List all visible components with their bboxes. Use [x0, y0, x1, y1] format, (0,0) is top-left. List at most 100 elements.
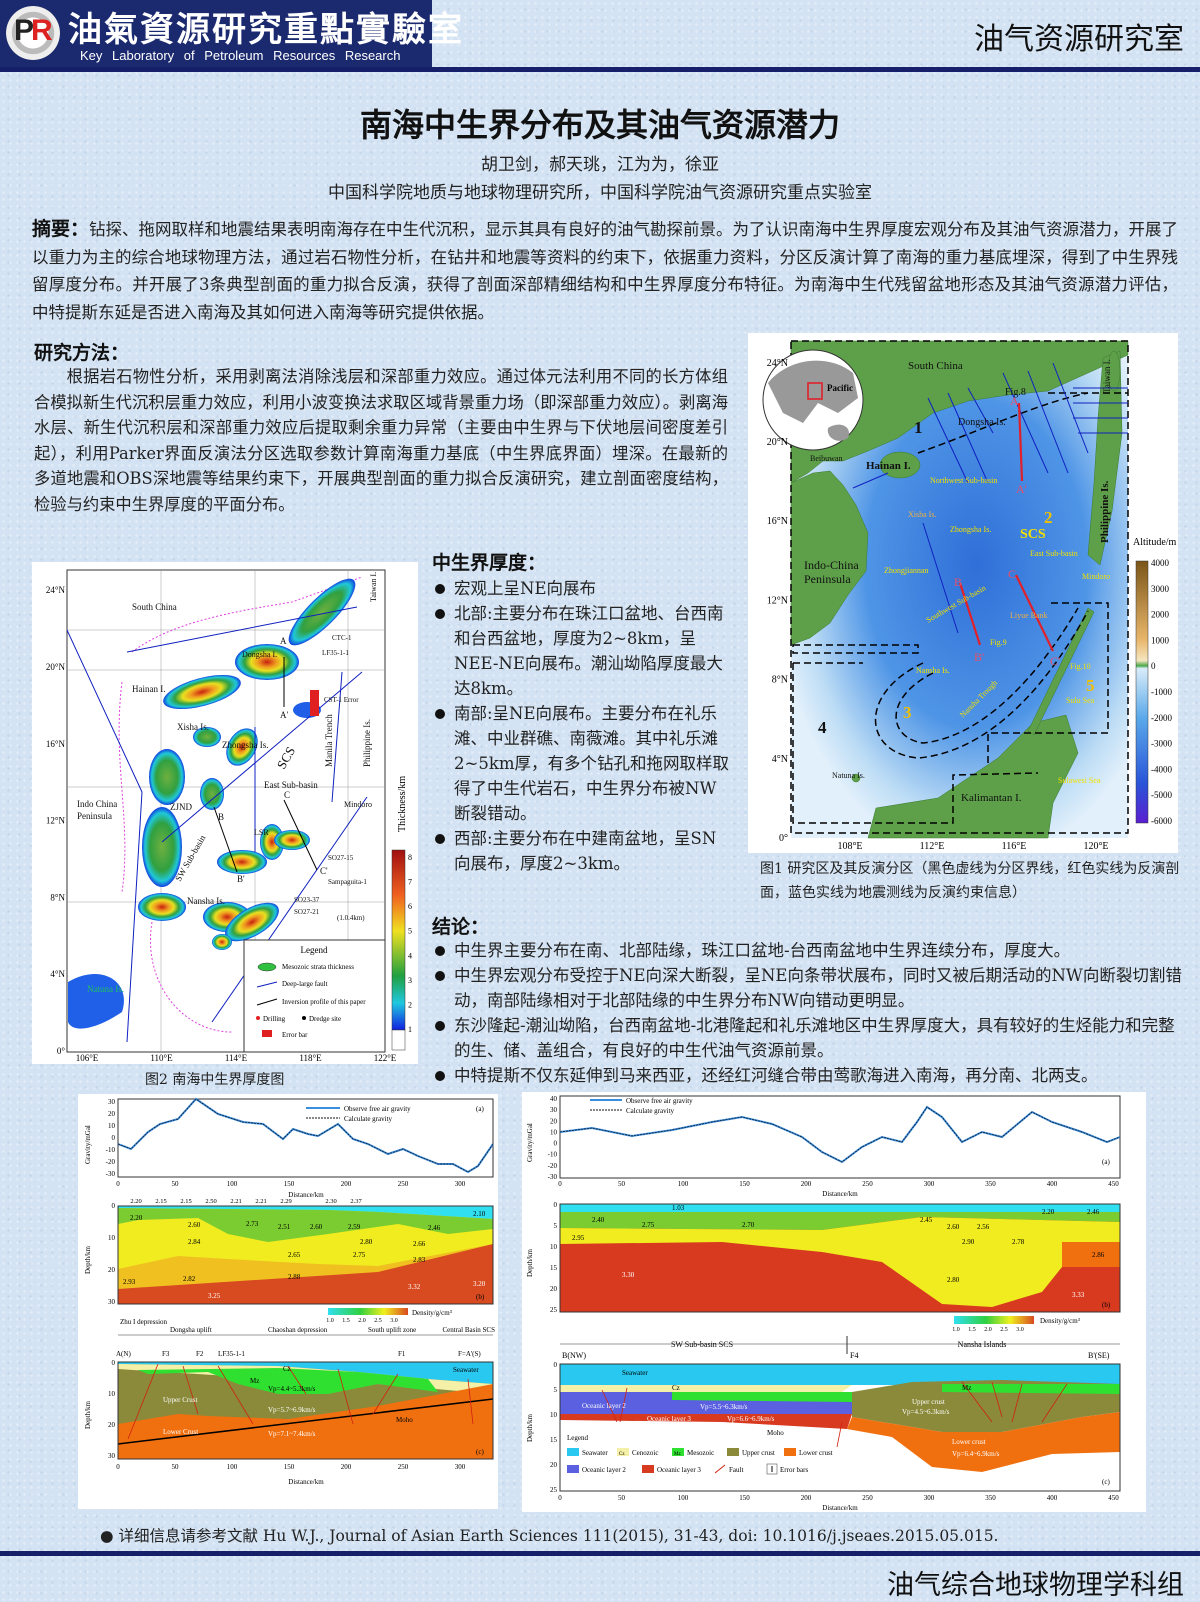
mesozoic-thickness-blobs [68, 578, 356, 1029]
map-label-south-china: South China [908, 360, 963, 372]
profile-label-c: C [1008, 567, 1016, 581]
gravity-y-ticks: 30 20 10 0 -10 -20 -30 [106, 1098, 116, 1178]
lon-tick: 106°E [76, 1053, 99, 1063]
y-tick: 0 [554, 1140, 558, 1148]
map-label-hainan: Hainan I. [866, 460, 911, 472]
y-tick: 10 [550, 1411, 558, 1419]
layer-label: Cz [283, 1365, 291, 1373]
x-tick: 0 [116, 1463, 120, 1471]
fault-label: F3 [162, 1350, 170, 1358]
gravity-x-ticks: 0 50 100 150 200 250 300 350 400 450 [558, 1180, 1119, 1188]
map-label-dongsha: Dongsha Is. [958, 417, 1006, 428]
layer-label: Mz [250, 1377, 259, 1385]
lat-tick-labels: 24°N 20°N 16°N 12°N 8°N 4°N 0° [767, 358, 788, 844]
colorbar-tick: 1.0 [952, 1327, 960, 1333]
region-label: South uplift zone [368, 1326, 416, 1334]
abstract: 摘要：钻探、拖网取样和地震结果表明南海存在中生代沉积，显示其具有良好的油气勘探前… [32, 214, 1178, 326]
conclusions-heading: 结论： [432, 916, 490, 938]
y-tick: 20 [108, 1110, 116, 1118]
map2-label-nansha: Nansha Is. [187, 896, 225, 906]
thickness-list: 宏观上呈NE向展布 北部:主要分布在珠江口盆地、台西南和台西盆地，厚度为2~8k… [432, 576, 732, 876]
region-labels: SW Sub-basin SCS Nansha Islands B(NW) F4… [560, 1336, 1120, 1360]
thickness-bullet: 北部:主要分布在珠江口盆地、台西南和台西盆地，厚度为2~8km，呈NEE-NE向… [432, 601, 732, 701]
density-value: 2.51 [278, 1223, 291, 1231]
y-tick: 40 [550, 1095, 558, 1103]
layer-label: Seawater [453, 1366, 479, 1374]
map-label-liyue: Liyue Bank [1010, 611, 1048, 620]
coastline-dashed [118, 576, 363, 1033]
reference-text: 详细信息请参考文献 Hu W.J., Journal of Asian Eart… [118, 1527, 999, 1545]
x-tick: 400 [1047, 1494, 1058, 1502]
x-tick: 100 [678, 1180, 689, 1188]
density-values: 2.20 2.60 2.84 2.73 2.51 2.60 2.65 2.59 … [123, 1210, 486, 1300]
density-value: 2.60 [188, 1221, 201, 1229]
density-value: 2.90 [962, 1238, 975, 1246]
depth-axis-label-c: Depth/km [526, 1413, 534, 1442]
velocity-model-panel [559, 1363, 1121, 1492]
density-value: 2.83 [413, 1256, 426, 1264]
density-value: 2.60 [310, 1223, 323, 1231]
top-density: 2.50 [205, 1198, 216, 1205]
y-tick: 30 [108, 1452, 116, 1460]
region-label: Central Basin SCS [442, 1326, 495, 1334]
colorbar-ticks: 4000 3000 2000 1000 0 -1000 -2000 -3000 -4000 -50… [1151, 558, 1172, 826]
colorbar-tick: 3 [408, 976, 412, 985]
seismic-lines [852, 362, 1128, 634]
y-tick: 10 [108, 1390, 116, 1398]
y-tick: 25 [550, 1486, 558, 1494]
abstract-label: 摘要： [32, 218, 90, 240]
map2-label-natuna: Natuna Is. [87, 984, 124, 994]
density-value: 2.73 [246, 1220, 259, 1228]
depth-y-ticks: 0 5 10 15 20 25 [550, 1201, 558, 1314]
colorbar-tick: -5000 [1151, 790, 1172, 800]
x-tick: 300 [455, 1463, 466, 1471]
abstract-text: 钻探、拖网取样和地震结果表明南海存在中生代沉积，显示其具有良好的油气勘探前景。为… [32, 220, 1179, 322]
profile-end-label: B'(SE) [1088, 1351, 1110, 1360]
y-tick: 0 [554, 1361, 558, 1369]
layer-label: Oceanic layer 3 [647, 1415, 691, 1423]
region-label: Zhu I depression [120, 1318, 168, 1326]
region-label: Dongsha uplift [170, 1326, 212, 1334]
panel-label-b: (b) [1102, 1301, 1111, 1309]
colorbar-tick: -3000 [1151, 739, 1172, 749]
panel-label-a: (a) [1102, 1158, 1110, 1166]
colorbar-tick: 0 [1151, 661, 1156, 671]
fault-label: F4 [850, 1351, 858, 1360]
y-tick: 20 [550, 1117, 558, 1125]
density-value: 2.65 [288, 1251, 301, 1259]
map-label-zhongsha: Zhongsha Is. [950, 525, 991, 534]
panel-label-c: (c) [1102, 1478, 1110, 1486]
map-label-east-sub-basin: East Sub-basin [1030, 549, 1078, 558]
density-value: 2.93 [123, 1278, 136, 1286]
x-tick: 250 [862, 1494, 873, 1502]
density-value: 2.78 [1012, 1238, 1025, 1246]
top-density: 2.21 [255, 1198, 266, 1205]
gravity-axis-label: Gravity/mGal [526, 1123, 534, 1162]
lon-tick-labels: 108°E 112°E 116°E 120°E [837, 841, 1108, 852]
density-colorbar: Density/g/cm³ 1.0 1.5 2.0 2.5 3.0 [326, 1308, 452, 1324]
lon-tick: 114°E [225, 1053, 248, 1063]
velocity-label: Vp=4.4~5.3km/s [268, 1385, 316, 1393]
x-axis-label-c: Distance/km [822, 1504, 858, 1512]
y-tick: 20 [108, 1421, 116, 1429]
legend-observed: Observe free air gravity [626, 1097, 693, 1105]
colorbar-tick: 1.5 [968, 1327, 976, 1333]
logo-letter-p: P [14, 14, 35, 47]
y-tick: -20 [548, 1162, 558, 1170]
top-density: 2.21 [230, 1198, 241, 1205]
zone-number-1: 1 [914, 418, 923, 437]
thickness-colorbar [391, 849, 406, 1031]
x-tick: 100 [227, 1180, 238, 1188]
map2-label-c: C [284, 790, 290, 800]
legend-item-fault: Deep-large fault [282, 980, 328, 988]
velocity-label: Vp=5.5~6.3km/s [700, 1403, 748, 1411]
calculated-gravity-curve [117, 1098, 494, 1173]
lat-tick: 4°N [50, 969, 65, 979]
observed-gravity-curve [117, 1097, 494, 1174]
colorbar-tick: -2000 [1151, 713, 1172, 723]
x-tick: 300 [924, 1494, 935, 1502]
top-density: 2.20 [130, 1198, 141, 1205]
density-value: 2.20 [130, 1214, 143, 1222]
panel-label-b: (b) [476, 1293, 485, 1301]
